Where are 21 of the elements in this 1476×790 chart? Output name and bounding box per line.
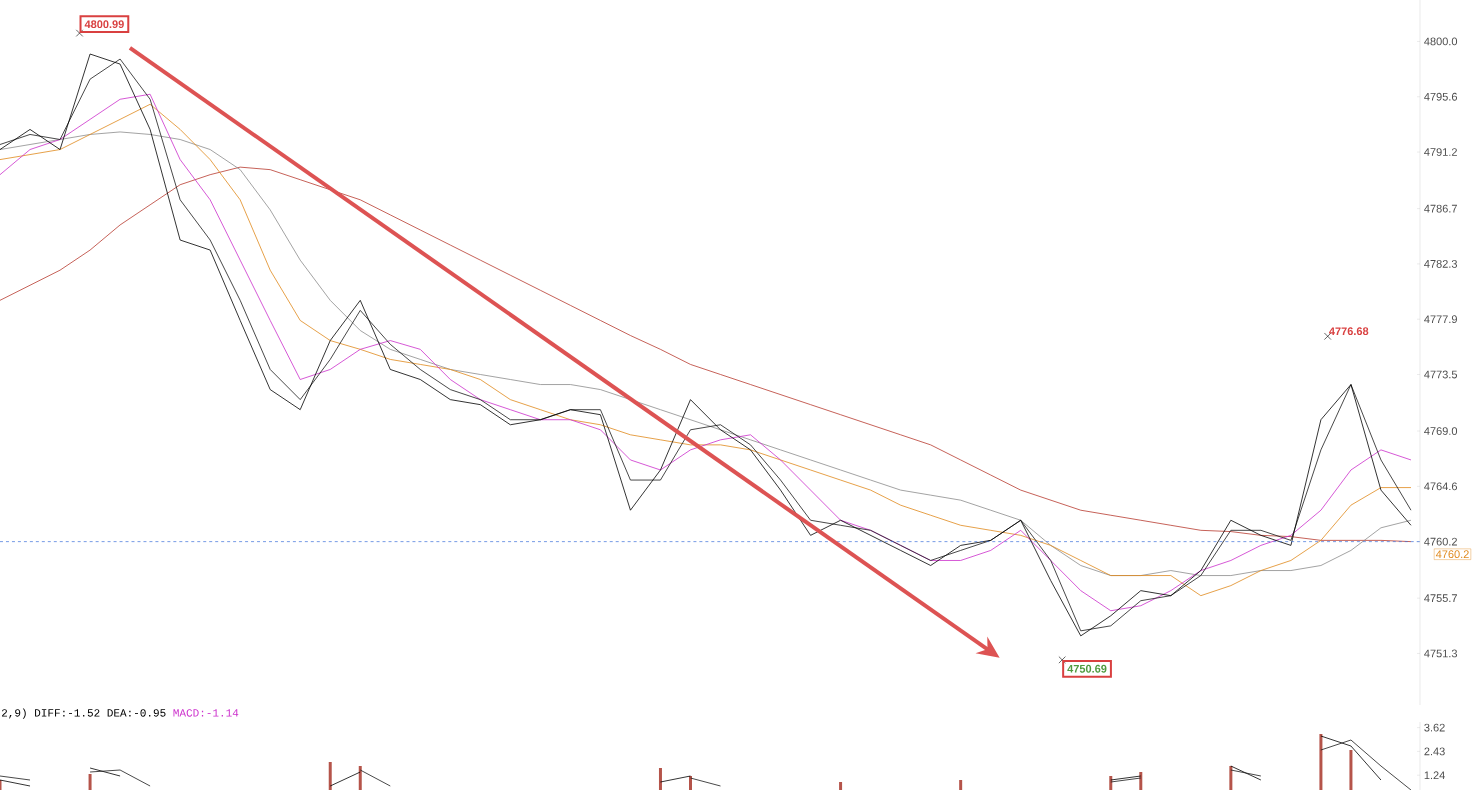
y-tick-label: 2.43 [1424, 747, 1445, 756]
y-tick-label: 4800.0 [1424, 37, 1458, 46]
y-tick-label: 4769.0 [1424, 427, 1458, 435]
annotation: 4800.99 [84, 20, 124, 29]
annotation: 4776.68 [1329, 327, 1369, 336]
y-tick-label: 3.62 [1424, 723, 1445, 732]
chart-subtitle: MACD:-1.14 [173, 709, 239, 717]
y-tick-label: 1.24 [1424, 771, 1445, 780]
ref-line-label: 4760.2 [1435, 550, 1469, 559]
y-tick-label: 4751.3 [1424, 649, 1458, 658]
y-tick-label: 4764.6 [1424, 482, 1458, 491]
y-tick-label: 4791.2 [1424, 148, 1457, 156]
y-tick-label: 4786.7 [1424, 204, 1457, 213]
y-tick-label: 4795.6 [1424, 92, 1458, 101]
y-tick-label: 4755.7 [1424, 594, 1457, 603]
annotation: 4750.69 [1067, 664, 1107, 673]
y-tick-label: 4777.9 [1424, 315, 1457, 324]
y-tick-label: 4773.5 [1424, 370, 1458, 379]
y-tick-label: 4760.2 [1424, 537, 1457, 546]
chart-title: 2,9) DIFF:-1.52 DEA:-0.95 [1, 708, 166, 719]
y-tick-label: 4782.3 [1424, 260, 1458, 268]
